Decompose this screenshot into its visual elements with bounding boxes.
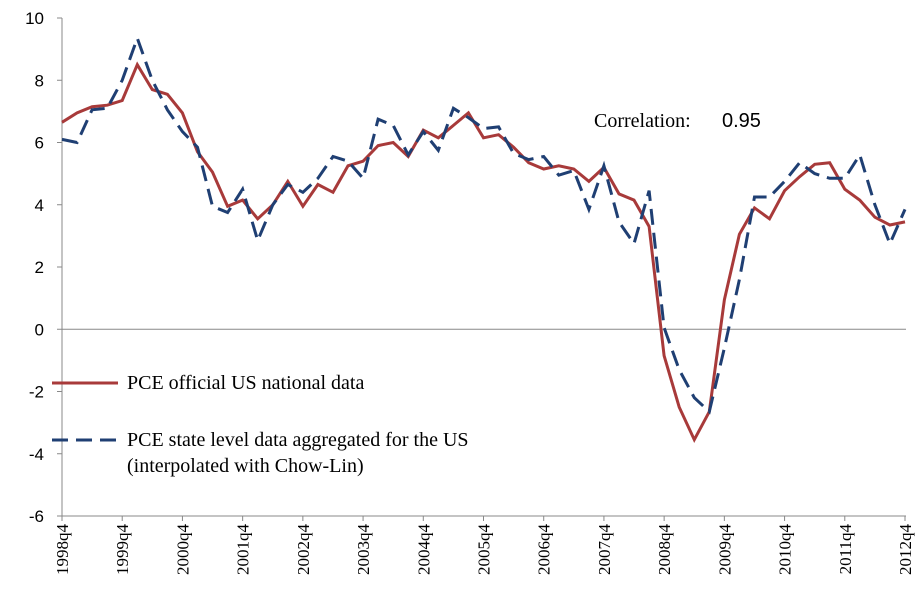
- y-tick-label: 8: [35, 71, 44, 90]
- x-tick-label: 2009q4: [715, 524, 734, 576]
- x-tick-label: 2011q4: [836, 524, 855, 575]
- x-tick-label: 2002q4: [294, 524, 313, 576]
- series-line: [61, 33, 907, 415]
- legend-label: PCE official US national data: [127, 372, 364, 394]
- x-tick-label: 2012q4: [896, 524, 915, 576]
- legend-line: PCE state level data aggregated for the …: [127, 429, 469, 451]
- y-tick-label: -6: [29, 507, 44, 526]
- x-tick-label: 2005q4: [475, 524, 494, 576]
- series-line: [61, 61, 906, 444]
- y-tick-label: 6: [35, 134, 44, 153]
- legend-line: (interpolated with Chow-Lin): [127, 455, 364, 477]
- y-tick-label: 0: [35, 320, 44, 339]
- x-tick-label: 2003q4: [354, 524, 373, 576]
- y-tick-label: -2: [29, 383, 44, 402]
- x-tick-label: 2004q4: [414, 524, 433, 576]
- y-tick-label: 4: [35, 196, 44, 215]
- x-tick-label: 1998q4: [53, 524, 72, 576]
- annotation-label: Correlation:: [594, 110, 691, 132]
- y-tick-label: -4: [29, 445, 44, 464]
- x-tick-label: 1999q4: [113, 524, 132, 576]
- x-tick-label: 2010q4: [776, 524, 795, 576]
- x-tick-label: 2001q4: [234, 524, 253, 576]
- x-tick-label: 2007q4: [595, 524, 614, 576]
- x-tick-label: 2008q4: [655, 524, 674, 576]
- y-tick-label: 2: [35, 258, 44, 277]
- x-tick-label: 2000q4: [173, 524, 192, 576]
- legend-label: PCE state level data aggregated for the …: [127, 429, 469, 477]
- annotation-value: 0.95: [722, 110, 761, 132]
- y-tick-label: 10: [25, 9, 44, 28]
- x-tick-label: 2006q4: [535, 524, 554, 576]
